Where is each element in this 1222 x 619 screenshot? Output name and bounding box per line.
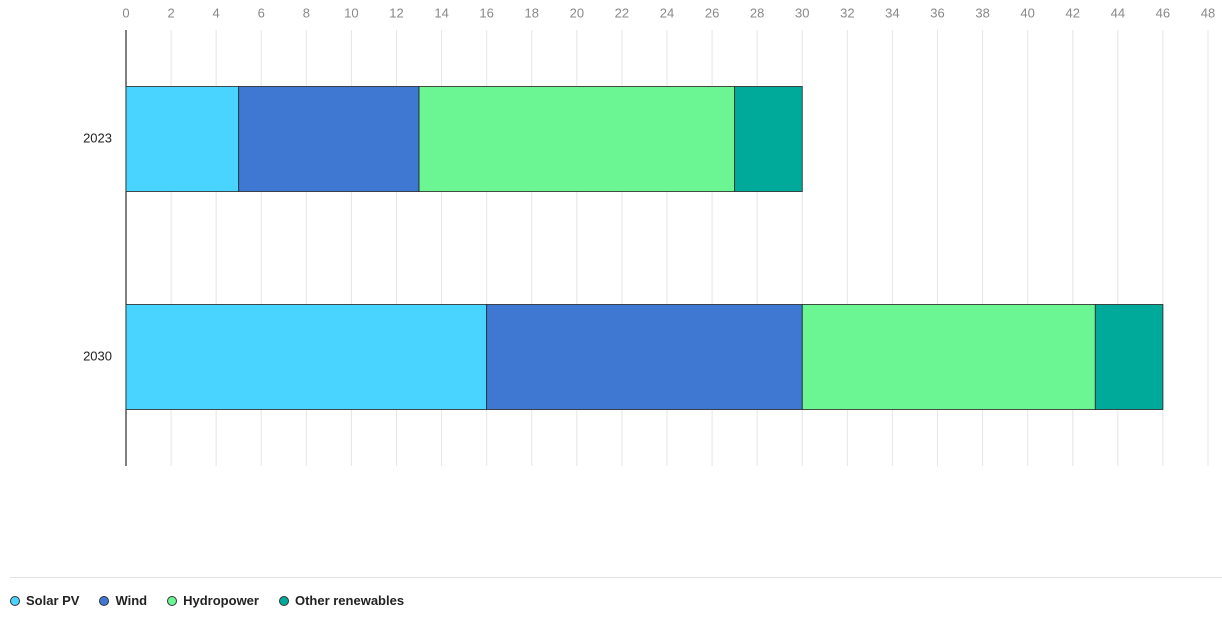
legend-label: Other renewables: [294, 593, 405, 608]
bar-segment: [734, 86, 803, 192]
x-tick-label: 0: [122, 5, 129, 20]
x-tick-label: 46: [1156, 5, 1170, 20]
x-tick-label: 24: [660, 5, 674, 20]
legend-swatch: [167, 595, 178, 606]
x-tick-label: 32: [840, 5, 854, 20]
legend-label: Hydropower: [183, 593, 259, 608]
bar-segment: [1094, 304, 1164, 410]
legend-item[interactable]: Solar PV: [10, 593, 79, 608]
y-tick-label: 2030: [83, 348, 112, 363]
x-tick-label: 18: [525, 5, 539, 20]
legend-swatch: [278, 595, 289, 606]
x-tick-label: 48: [1201, 5, 1215, 20]
bar-segment: [801, 304, 1096, 410]
legend-separator: [10, 577, 1222, 578]
x-tick-label: 30: [795, 5, 809, 20]
x-tick-label: 8: [303, 5, 310, 20]
x-tick-label: 14: [434, 5, 448, 20]
x-tick-label: 34: [885, 5, 899, 20]
legend: Solar PV Wind Hydropower Other renewables: [10, 593, 404, 608]
legend-item[interactable]: Hydropower: [167, 593, 259, 608]
x-tick-label: 42: [1066, 5, 1080, 20]
bar-segment: [125, 86, 240, 192]
x-tick-label: 2: [167, 5, 174, 20]
x-tick-label: 38: [975, 5, 989, 20]
bar-segment: [418, 86, 736, 192]
legend-item[interactable]: Wind: [99, 593, 147, 608]
legend-label: Solar PV: [26, 593, 80, 608]
bar-segment: [125, 304, 488, 410]
bar-segment: [486, 304, 803, 410]
y-tick-label: 2023: [83, 130, 112, 145]
x-tick-label: 20: [570, 5, 584, 20]
x-tick-label: 22: [615, 5, 629, 20]
x-tick-label: 16: [479, 5, 493, 20]
x-tick-label: 36: [930, 5, 944, 20]
x-tick-label: 6: [258, 5, 265, 20]
legend-item[interactable]: Other renewables: [278, 593, 405, 608]
legend-label: Wind: [115, 593, 148, 608]
legend-swatch: [10, 595, 20, 606]
x-tick-label: 44: [1111, 5, 1125, 20]
x-tick-label: 10: [344, 5, 358, 20]
x-tick-label: 40: [1020, 5, 1034, 20]
x-tick-label: 4: [213, 5, 220, 20]
chart: 0 2 4 6 8 10 12 14 16 18 20 22 24 26 28 30 32 34 36 38 40 42 4…: [83, 5, 1215, 466]
x-tick-label: 28: [750, 5, 764, 20]
legend-swatch: [99, 595, 110, 606]
x-tick-label: 12: [389, 5, 403, 20]
bar-segment: [238, 86, 420, 192]
x-tick-label: 26: [705, 5, 719, 20]
